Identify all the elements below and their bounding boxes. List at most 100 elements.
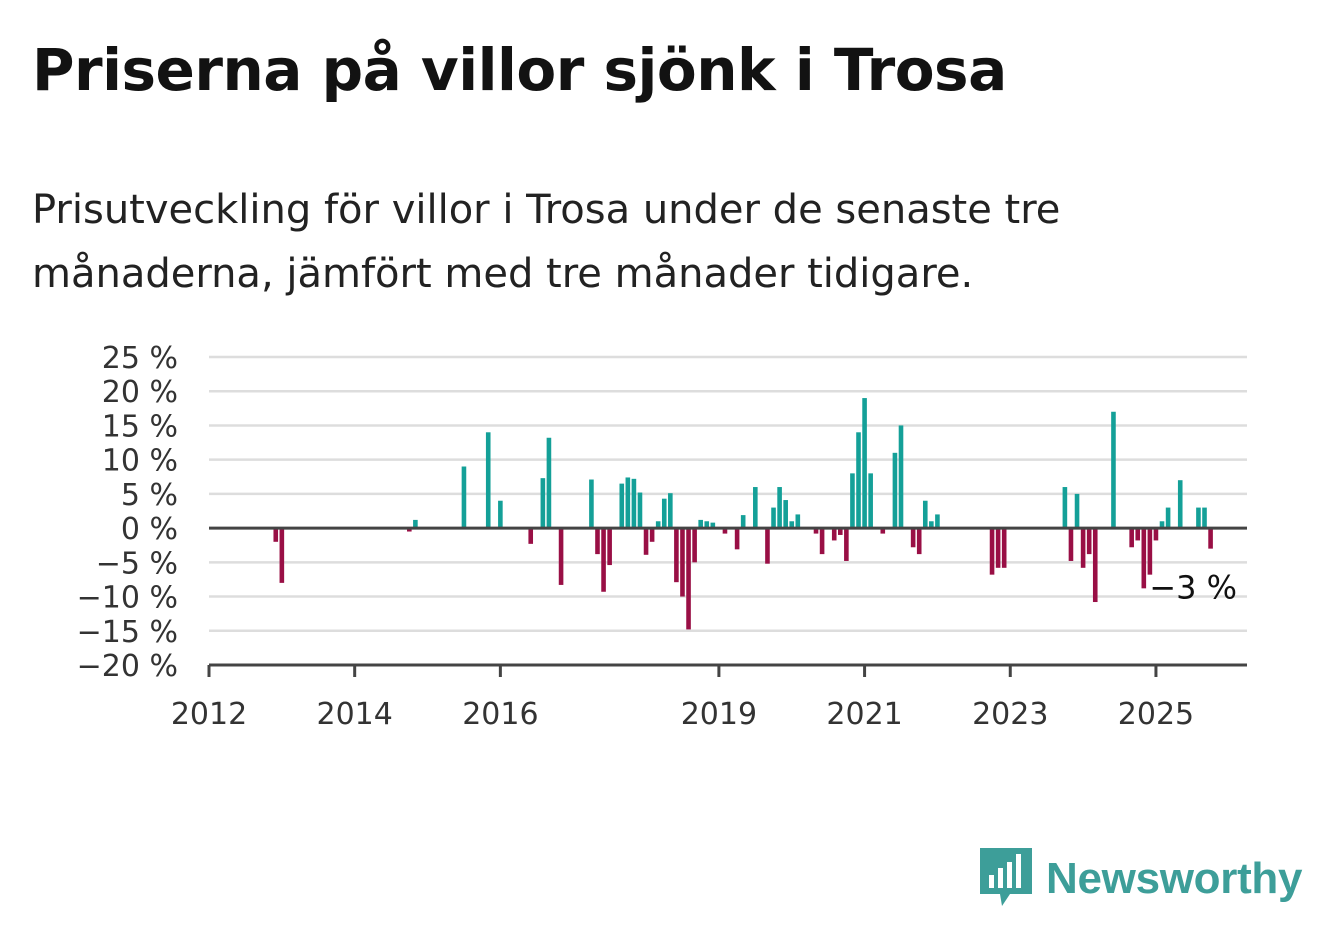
bar [1196, 507, 1201, 529]
x-tick-label: 2014 [317, 697, 393, 732]
gridlines [209, 355, 1247, 633]
axes [207, 526, 1247, 677]
y-tick-label: 5 % [121, 478, 178, 513]
bar [273, 528, 279, 542]
bar [704, 521, 710, 529]
x-tick-label: 2012 [171, 697, 247, 732]
bar [935, 514, 940, 529]
bar [765, 528, 770, 564]
bar [916, 528, 922, 555]
bar [1086, 528, 1092, 555]
bar [637, 492, 643, 529]
bar [771, 507, 776, 529]
y-tick-label: 25 % [102, 341, 178, 376]
bar [698, 519, 703, 529]
bar-chart-icon [980, 848, 1032, 906]
bar [995, 528, 1001, 568]
x-tick-label: 2025 [1118, 697, 1194, 732]
bars [273, 398, 1213, 630]
bar [1074, 493, 1080, 529]
bar [661, 498, 667, 529]
logo-text: Newsworthy [1046, 854, 1303, 903]
bar [674, 528, 679, 583]
bar [868, 473, 873, 529]
bar [1165, 507, 1171, 529]
bar [692, 528, 697, 563]
bar [819, 528, 825, 555]
bar [1001, 528, 1007, 568]
bar [1062, 487, 1068, 529]
bar [407, 528, 412, 532]
bar [831, 528, 837, 541]
bar [880, 528, 886, 534]
bar [844, 528, 849, 561]
bar [413, 519, 418, 529]
chart-title: Priserna på villor sjönk i Trosa [32, 36, 1007, 104]
bar [461, 466, 467, 529]
bar [686, 528, 691, 630]
bar [1208, 528, 1213, 549]
bar [655, 521, 661, 529]
bar [1141, 528, 1147, 589]
bar [649, 528, 655, 542]
bar [1202, 507, 1207, 529]
bar [1068, 528, 1074, 561]
bar [546, 437, 552, 529]
bar [558, 528, 564, 585]
bar [625, 477, 631, 529]
y-tick-label: 15 % [102, 409, 178, 444]
y-tick-label: 0 % [121, 512, 178, 547]
y-tick-label: 10 % [102, 444, 178, 479]
bar [862, 398, 867, 529]
bar [607, 528, 612, 566]
bar [1153, 528, 1159, 541]
bar [1111, 411, 1116, 529]
bar [1092, 528, 1098, 603]
bar [668, 493, 673, 529]
bar [1135, 528, 1141, 541]
bar [922, 500, 928, 529]
bar [898, 425, 904, 529]
bar [485, 432, 491, 529]
bar [710, 522, 716, 529]
chart-subtitle: Prisutveckling för villor i Trosa under … [32, 187, 1061, 297]
bar [856, 432, 861, 529]
bar [989, 528, 995, 575]
bar [722, 528, 728, 534]
bar [595, 528, 600, 555]
bar [734, 528, 740, 550]
bar [777, 487, 782, 529]
bar [813, 528, 819, 534]
bar [910, 528, 916, 548]
bar [1177, 480, 1183, 529]
bar [892, 452, 898, 529]
x-tick-label: 2021 [826, 697, 902, 732]
bar [279, 528, 285, 583]
bar [753, 487, 758, 529]
bar [850, 473, 855, 529]
last-value-annotation: −3 % [1149, 569, 1237, 607]
y-tick-label: −10 % [77, 581, 178, 616]
newsworthy-logo: Newsworthy [980, 848, 1302, 910]
bar [1080, 528, 1086, 568]
bar [498, 500, 503, 529]
bar [589, 479, 594, 529]
bar [838, 528, 843, 535]
bar [1129, 528, 1134, 548]
bar [1147, 528, 1153, 575]
x-tick-label: 2019 [681, 697, 757, 732]
y-tick-label: −15 % [77, 615, 178, 650]
y-tick-label: −5 % [96, 546, 178, 581]
bar [643, 528, 649, 555]
bar [1159, 521, 1165, 529]
bar [528, 528, 534, 544]
bar [540, 478, 546, 529]
tick-labels: 25 %20 %15 %10 %5 %0 %−5 %−10 %−15 %−20 … [77, 341, 1194, 732]
x-tick-label: 2023 [972, 697, 1048, 732]
bar [601, 528, 606, 592]
x-tick-label: 2016 [462, 697, 538, 732]
bar [789, 521, 795, 529]
bar [631, 478, 637, 529]
bar [783, 500, 788, 529]
